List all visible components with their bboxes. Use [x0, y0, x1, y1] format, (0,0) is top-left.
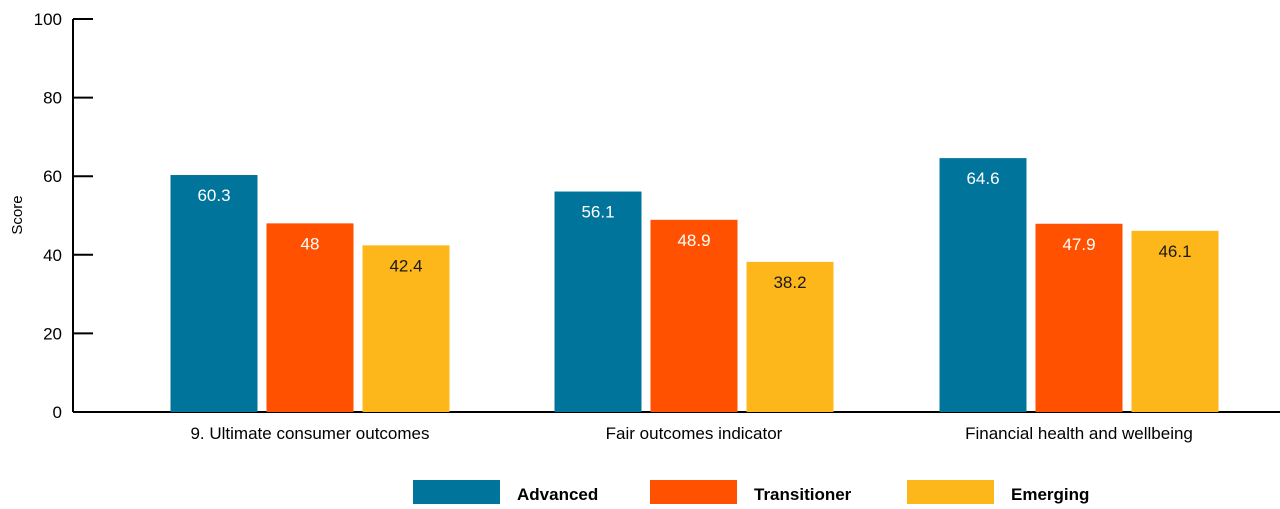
bar-value-label: 42.4 [389, 256, 422, 275]
bar-value-label: 56.1 [581, 203, 614, 222]
x-category-label: Fair outcomes indicator [606, 424, 783, 443]
legend-swatch-transitioner [650, 480, 737, 506]
y-tick-label: 80 [43, 89, 62, 108]
x-category-label: Financial health and wellbeing [965, 424, 1193, 443]
bar-value-label: 64.6 [966, 169, 999, 188]
y-tick-label: 0 [53, 403, 62, 422]
bar-value-label: 48.9 [677, 231, 710, 250]
bar-emerging-0 [362, 245, 450, 412]
bar-advanced-1 [554, 191, 642, 412]
y-tick-label: 20 [43, 324, 62, 343]
legend: Advanced Transitioner Emerging [413, 480, 1089, 506]
legend-label-emerging: Emerging [1011, 485, 1089, 504]
x-axis: 9. Ultimate consumer outcomes Fair outcom… [73, 411, 1280, 443]
legend-swatch-emerging [907, 480, 994, 506]
legend-label-advanced: Advanced [517, 485, 598, 504]
bar-value-label: 47.9 [1062, 235, 1095, 254]
bar-emerging-2 [1131, 230, 1219, 412]
y-axis-title: Score [9, 195, 26, 234]
bar-value-label: 60.3 [197, 186, 230, 205]
y-tick-label: 60 [43, 167, 62, 186]
x-category-label: 9. Ultimate consumer outcomes [190, 424, 429, 443]
bar-transitioner-2 [1035, 223, 1123, 412]
y-tick-label: 100 [34, 10, 62, 29]
bar-value-label: 48 [301, 234, 320, 253]
bar-value-label: 38.2 [773, 273, 806, 292]
legend-label-transitioner: Transitioner [754, 485, 852, 504]
bar-emerging-1 [746, 261, 834, 412]
bar-advanced-0 [170, 175, 258, 412]
bar-value-label: 46.1 [1158, 242, 1191, 261]
y-axis: 0 20 40 60 80 100 [34, 10, 93, 422]
y-tick-label: 40 [43, 246, 62, 265]
bar-advanced-2 [939, 158, 1027, 412]
bars: 60.3 48 42.4 56.1 48.9 38.2 64.6 47.9 46.1 [170, 158, 1219, 412]
bar-transitioner-1 [650, 219, 738, 412]
bar-transitioner-0 [266, 223, 354, 412]
legend-swatch-advanced [413, 480, 500, 506]
